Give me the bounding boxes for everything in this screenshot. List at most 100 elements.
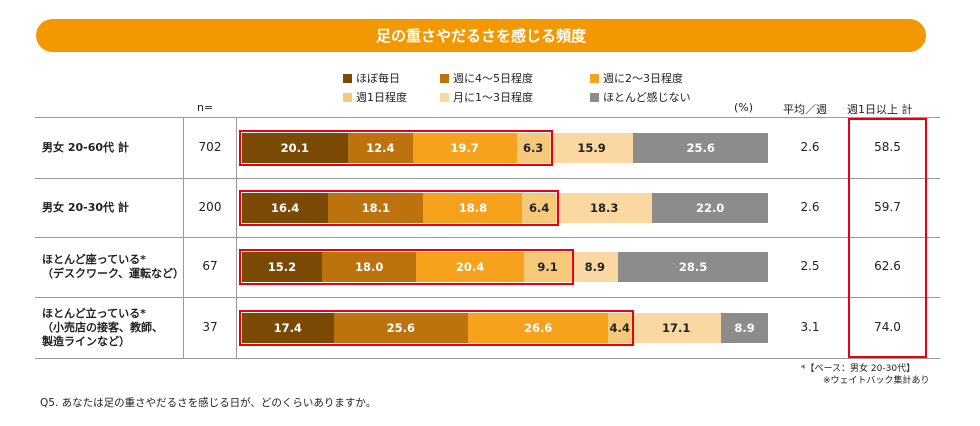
weekly-highlight	[239, 189, 560, 226]
row-total-value: 62.6	[874, 259, 901, 273]
base-note: *【ベース：男女 20-30代】	[801, 364, 916, 374]
bar-value-label: 15.9	[577, 140, 606, 155]
legend-item: 週に2～3日程度	[590, 70, 683, 86]
bar-value-label: 9.1	[537, 260, 558, 274]
bar-segment: 15.9	[549, 132, 634, 163]
bar-segment: 25.6	[333, 312, 469, 343]
bar-segment: 20.1	[242, 132, 348, 163]
legend-swatch	[343, 92, 352, 102]
bar-segment: 12.4	[347, 132, 413, 163]
row-label: ほとんど座っている* （デスクワーク、運転など）	[42, 253, 185, 280]
bar-segment: 18.3	[556, 192, 653, 223]
bar-segment: 18.8	[423, 192, 523, 223]
bar-value-label: 12.4	[366, 140, 395, 155]
weekly-highlight	[239, 309, 635, 346]
bar-segment: 8.9	[571, 252, 619, 282]
legend-swatch	[440, 73, 449, 83]
row-average-value: 2.6	[800, 199, 820, 214]
bar-value-label: 6.3	[522, 140, 544, 155]
bar-value-label: 22.0	[695, 200, 725, 215]
weekly-highlight	[239, 129, 553, 166]
bar-segment: 28.5	[618, 252, 768, 282]
bar-segment: 22.0	[652, 192, 768, 223]
bar-value-label: 16.4	[270, 200, 300, 215]
bar-segment: 17.4	[242, 312, 334, 343]
bar-value-label: 17.4	[273, 320, 302, 335]
row-divider	[35, 178, 940, 179]
bar-segment: 8.9	[721, 312, 768, 343]
row-average-value: 3.1	[800, 319, 820, 334]
bar-segment: 9.1	[523, 252, 572, 282]
total-column-highlight	[848, 118, 927, 358]
bar-segment: 25.6	[633, 132, 768, 163]
bar-segment: 16.4	[242, 192, 329, 223]
bar-segment: 6.4	[522, 192, 556, 223]
legend-item: ほとんど感じない	[590, 89, 691, 105]
bar-segment: 26.6	[468, 312, 609, 343]
bar-segment: 18.1	[328, 192, 424, 223]
bar-value-label: 18.8	[458, 200, 488, 215]
legend-swatch	[590, 92, 599, 102]
legend-label: 週に4～5日程度	[453, 72, 533, 85]
table-bottom-border	[35, 358, 940, 359]
row-divider	[35, 297, 940, 298]
column-divider	[183, 117, 184, 359]
bar-value-label: 25.6	[386, 320, 416, 335]
weight-note: ※ウェイトバック集計あり	[823, 376, 930, 386]
bar-value-label: 17.1	[662, 320, 691, 335]
percent-unit: (%)	[734, 101, 754, 114]
bar-segment: 17.1	[631, 312, 722, 343]
row-n-value: 67	[202, 259, 218, 273]
bar-segment: 4.4	[608, 312, 632, 343]
legend-swatch	[343, 73, 352, 83]
bar-value-label: 25.6	[686, 140, 715, 155]
bar-value-label: 28.5	[678, 260, 708, 274]
row-label: 男女 20-30代 計	[42, 200, 129, 214]
column-divider	[236, 117, 237, 359]
bar-value-label: 20.4	[455, 260, 485, 274]
legend-label: ほぼ毎日	[356, 72, 400, 85]
legend-label: 月に1～3日程度	[453, 91, 533, 104]
bar-value-label: 26.6	[523, 320, 553, 335]
bar-value-label: 18.0	[354, 260, 384, 274]
legend-label: ほとんど感じない	[603, 91, 691, 104]
row-label: 男女 20-60代 計	[42, 140, 129, 154]
bar-segment: 6.3	[516, 132, 550, 163]
bar-value-label: 4.4	[609, 320, 630, 335]
legend-item: 月に1～3日程度	[440, 89, 533, 105]
legend-item: ほぼ毎日	[343, 70, 400, 86]
legend-item: 週1日程度	[343, 89, 407, 105]
bar-segment: 20.4	[416, 252, 524, 282]
row-average-value: 2.5	[800, 259, 820, 273]
legend-label: 週1日程度	[356, 91, 407, 104]
table-top-border	[35, 117, 940, 118]
bar-value-label: 18.3	[589, 200, 619, 215]
row-total-value: 58.5	[874, 139, 901, 154]
total-header: 週1日以上 計	[847, 103, 913, 116]
legend-label: 週に2～3日程度	[603, 72, 683, 85]
row-total-value: 59.7	[874, 199, 901, 214]
bar-segment: 19.7	[412, 132, 517, 163]
row-label: ほとんど立っている* （小売店の接客、教師、 製造ラインなど）	[42, 306, 163, 348]
row-average-value: 2.6	[800, 139, 820, 154]
row-divider	[35, 237, 940, 238]
row-n-value: 702	[198, 139, 222, 154]
legend-item: 週に4～5日程度	[440, 70, 533, 86]
survey-question: Q5. あなたは足の重さやだるさを感じる日が、どのくらいありますか。	[40, 397, 377, 409]
legend-swatch	[590, 73, 599, 83]
bar-value-label: 20.1	[280, 140, 310, 155]
bar-value-label: 8.9	[734, 320, 755, 335]
average-header: 平均／週	[783, 103, 827, 116]
bar-segment: 18.0	[321, 252, 417, 282]
row-n-value: 37	[202, 319, 218, 334]
row-n-value: 200	[198, 199, 222, 214]
row-total-value: 74.0	[874, 319, 901, 334]
bar-value-label: 15.2	[267, 260, 297, 274]
bar-value-label: 18.1	[361, 200, 391, 215]
bar-value-label: 19.7	[450, 140, 479, 155]
chart-title: 足の重さやだるさを感じる頻度	[36, 19, 926, 52]
weekly-highlight	[239, 249, 575, 285]
bar-value-label: 6.4	[528, 200, 550, 215]
bar-segment: 15.2	[242, 252, 322, 282]
legend-swatch	[440, 92, 449, 102]
